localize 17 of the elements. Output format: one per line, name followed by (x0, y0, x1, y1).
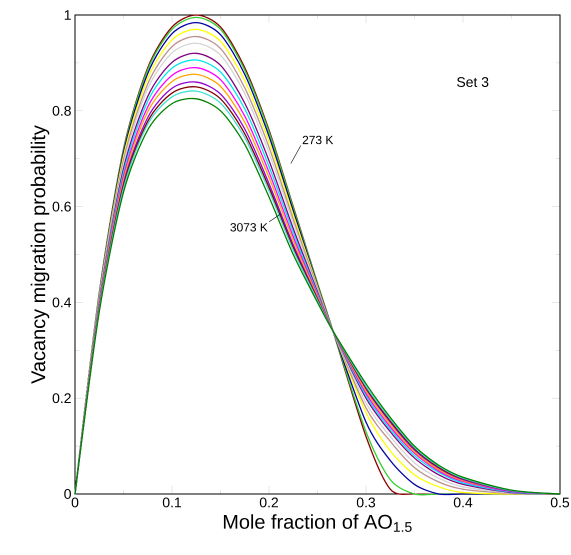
x-tick-label: 0.2 (260, 498, 278, 508)
x-tick-label: 0.4 (454, 498, 472, 508)
y-tick-label: 0.8 (52, 106, 71, 116)
y-tick-label: 0.6 (52, 202, 71, 212)
x-tick-label: 0 (72, 498, 78, 508)
x-axis-title: Mole fraction of AO$_{1.5}$ (224, 514, 412, 532)
annotation: 273 K (302, 136, 334, 144)
annotation: 3073 K (230, 223, 268, 232)
x-tick-label: 0.3 (356, 498, 376, 508)
annotation: Set 3 (457, 77, 488, 87)
y-axis-title: Vacancy migration probability (30, 125, 50, 384)
y-tick-label: 0.2 (52, 393, 71, 404)
x-tick-label: 0.5 (550, 498, 570, 508)
y-tick-label: 0.4 (52, 297, 72, 308)
y-tick-label: 0 (64, 489, 71, 499)
y-tick-label: 1 (64, 10, 71, 20)
x-tick-label: 0.1 (162, 498, 182, 508)
